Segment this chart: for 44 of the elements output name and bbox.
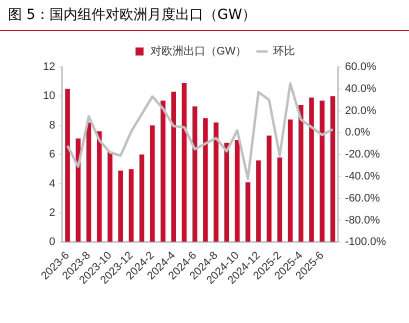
bar [214, 122, 218, 242]
bar [128, 169, 134, 242]
y2-tick-label: -80.0% [345, 214, 380, 226]
y2-tick-label: 60.0% [345, 61, 376, 74]
y2-tick-label: -20.0% [345, 148, 380, 161]
chart-title: 图 5：国内组件对欧洲月度出口（GW） [8, 6, 256, 24]
y2-tick-label: 20.0% [345, 104, 376, 117]
bar [96, 131, 102, 242]
bar [266, 136, 272, 242]
bar [234, 140, 240, 242]
bar [160, 100, 166, 242]
bar [245, 182, 250, 242]
bar [118, 170, 123, 242]
bar [192, 106, 198, 242]
bar [182, 83, 187, 242]
y-tick-label: 8 [49, 119, 56, 132]
bar [108, 152, 112, 242]
bar [320, 100, 325, 242]
bar [203, 118, 208, 242]
y2-tick-label: 0.0% [345, 126, 370, 139]
y-tick-label: 0 [49, 236, 56, 248]
y2-tick-label: -40.0% [345, 170, 380, 182]
bar [171, 92, 176, 242]
bar [86, 122, 92, 242]
y-tick-label: 2 [49, 206, 56, 219]
bar [256, 160, 261, 242]
y-tick-label: 12 [42, 61, 56, 74]
bar [288, 120, 293, 242]
y2-tick-label: -100.0% [345, 236, 386, 248]
bar [298, 104, 304, 242]
bar [150, 125, 155, 242]
bar [309, 98, 314, 242]
legend-label: 对欧洲出口（GW） [150, 44, 246, 58]
y2-tick-label: -60.0% [345, 192, 380, 204]
bar [139, 154, 144, 242]
bar [330, 96, 336, 242]
y-tick-label: 4 [49, 178, 56, 190]
y-tick-label: 10 [42, 90, 56, 102]
legend-label: 环比 [272, 44, 295, 58]
y-tick-label: 6 [49, 148, 56, 161]
bar [277, 157, 282, 242]
bar [65, 88, 70, 242]
bar [224, 142, 230, 242]
y2-tick-label: 40.0% [345, 82, 376, 95]
